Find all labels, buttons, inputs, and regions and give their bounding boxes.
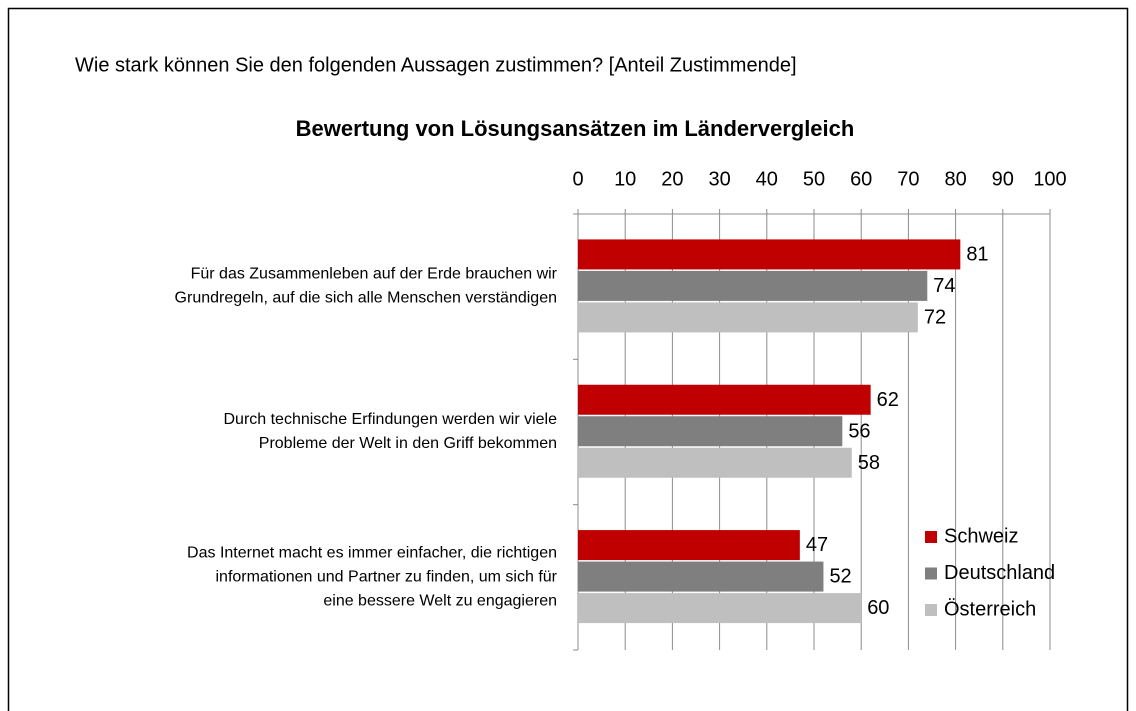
data-label: 47 bbox=[806, 534, 828, 556]
data-label: 74 bbox=[933, 275, 955, 297]
x-tick-label: 10 bbox=[614, 168, 636, 190]
x-tick-label: 30 bbox=[708, 168, 730, 190]
bar bbox=[578, 302, 918, 333]
legend-label: Schweiz bbox=[944, 525, 1018, 547]
x-tick-label: 90 bbox=[992, 168, 1014, 190]
legend-label: Deutschland bbox=[944, 562, 1055, 584]
data-label: 56 bbox=[848, 420, 870, 442]
data-label: 58 bbox=[858, 452, 880, 474]
data-label: 62 bbox=[877, 389, 899, 411]
x-tick-label: 20 bbox=[661, 168, 683, 190]
x-tick-label: 60 bbox=[850, 168, 872, 190]
chart-subtitle: Wie stark können Sie den folgenden Aussa… bbox=[75, 54, 797, 76]
data-label: 81 bbox=[966, 243, 988, 265]
x-tick-label: 100 bbox=[1033, 168, 1066, 190]
frame bbox=[7, 7, 1129, 711]
bar bbox=[578, 270, 928, 301]
x-tick-label: 50 bbox=[803, 168, 825, 190]
bar bbox=[578, 239, 961, 270]
data-label: 52 bbox=[829, 566, 851, 588]
x-tick-label: 80 bbox=[944, 168, 966, 190]
x-tick-label: 70 bbox=[897, 168, 919, 190]
legend-swatch bbox=[925, 531, 937, 543]
y-tick-label: Für das Zusammenleben auf der Erde brauc… bbox=[175, 266, 558, 307]
data-label: 60 bbox=[867, 597, 889, 619]
y-tick-label: Durch technische Erfindungen werden wir … bbox=[223, 411, 557, 452]
bar bbox=[578, 593, 862, 624]
bar bbox=[578, 530, 800, 561]
legend-swatch bbox=[925, 604, 937, 616]
x-tick-label: 40 bbox=[756, 168, 778, 190]
y-tick-label: Das Internet macht es immer einfacher, d… bbox=[187, 545, 558, 610]
data-label: 72 bbox=[924, 306, 946, 328]
chart-title: Bewertung von Lösungsansätzen im Länderv… bbox=[296, 116, 855, 141]
legend-label: Österreich bbox=[944, 598, 1036, 620]
legend-swatch bbox=[925, 567, 937, 580]
x-tick-label: 0 bbox=[572, 168, 583, 190]
bar bbox=[578, 561, 824, 592]
bar bbox=[578, 416, 843, 447]
bar bbox=[578, 384, 871, 415]
bar bbox=[578, 447, 852, 478]
